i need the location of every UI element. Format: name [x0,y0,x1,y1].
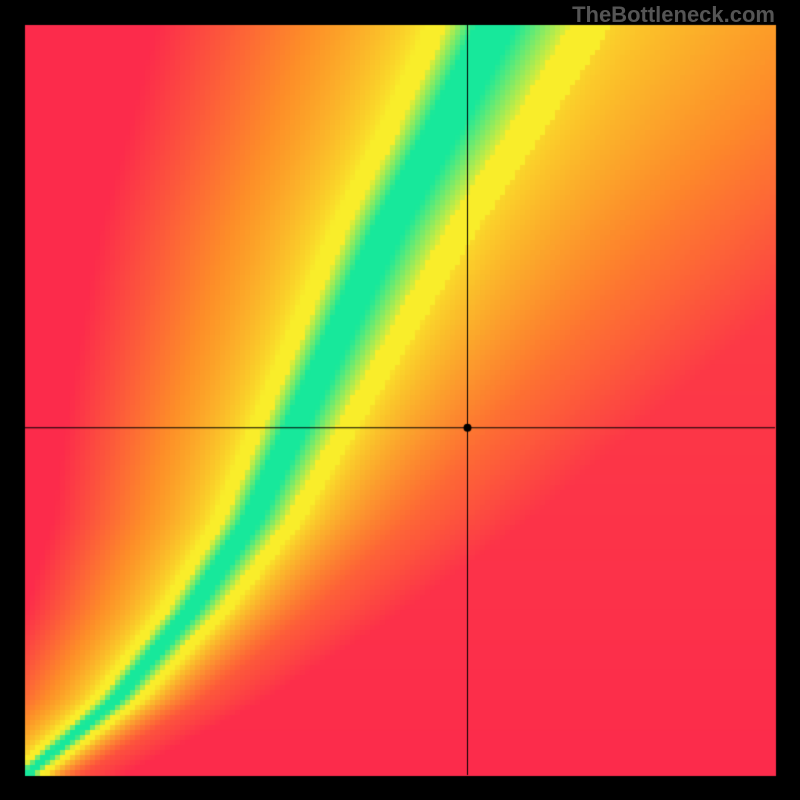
attribution-text: TheBottleneck.com [572,2,775,28]
bottleneck-heatmap [0,0,800,800]
